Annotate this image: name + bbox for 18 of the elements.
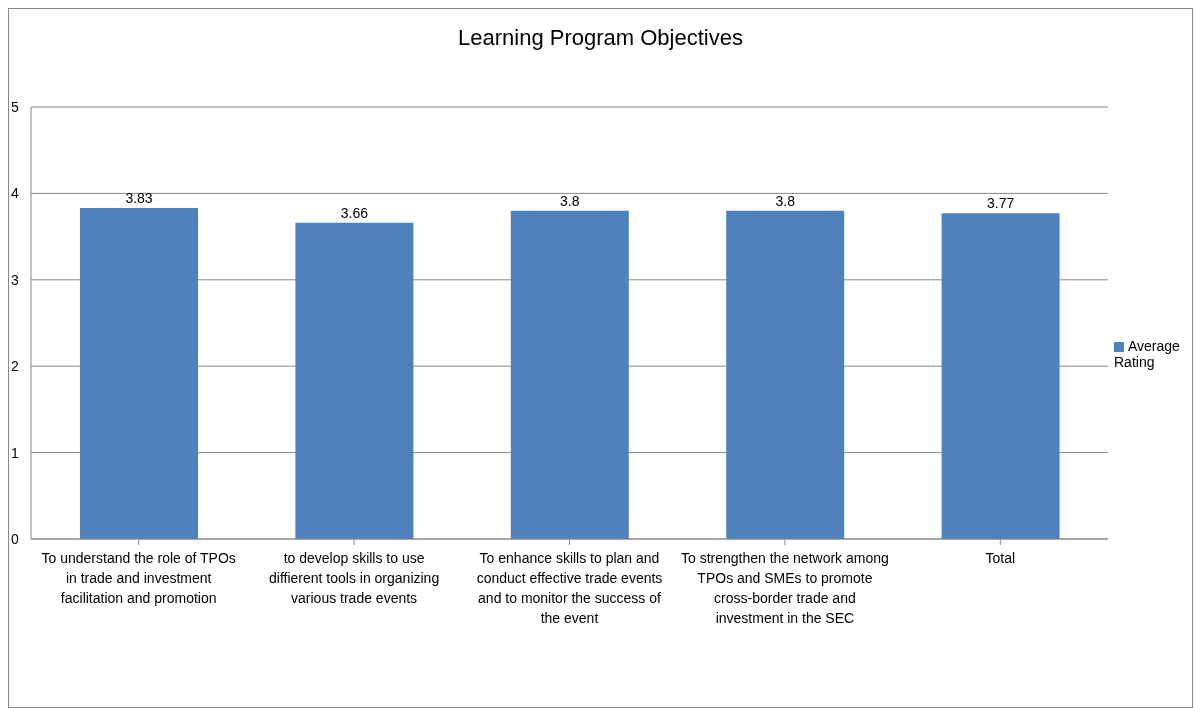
data-label: 3.83: [125, 190, 153, 207]
x-tick-label: Total: [985, 550, 1016, 566]
x-tick-label: to develop skills to use diffierent tools in organizing various trade events: [269, 550, 440, 606]
data-label: 3.77: [986, 195, 1015, 212]
y-tick-label: 1: [11, 444, 19, 461]
y-tick-label: 5: [11, 98, 19, 115]
x-tick-label: To enhance skills to plan and conduct effective trade events and to monitor the success of the event: [476, 550, 663, 626]
y-tick-label: 4: [11, 185, 19, 202]
x-tick-label: To understand the role of TPOs in trade and investment facilitation and promotion: [41, 550, 236, 606]
data-label: 3.8: [775, 192, 796, 209]
y-tick-label: 2: [11, 358, 19, 375]
y-tick-label: 0: [11, 530, 19, 547]
legend-label: Average Rating: [1114, 338, 1180, 370]
x-tick-label: To strengthen the network among TPOs and SMEs to promote cross-border trade and investment in the SEC: [681, 550, 889, 626]
chart-title: Learning Program Objectives: [457, 25, 744, 51]
data-label: 3.8: [560, 192, 580, 209]
y-tick-label: 3: [11, 271, 19, 288]
data-label: 3.66: [340, 204, 369, 221]
